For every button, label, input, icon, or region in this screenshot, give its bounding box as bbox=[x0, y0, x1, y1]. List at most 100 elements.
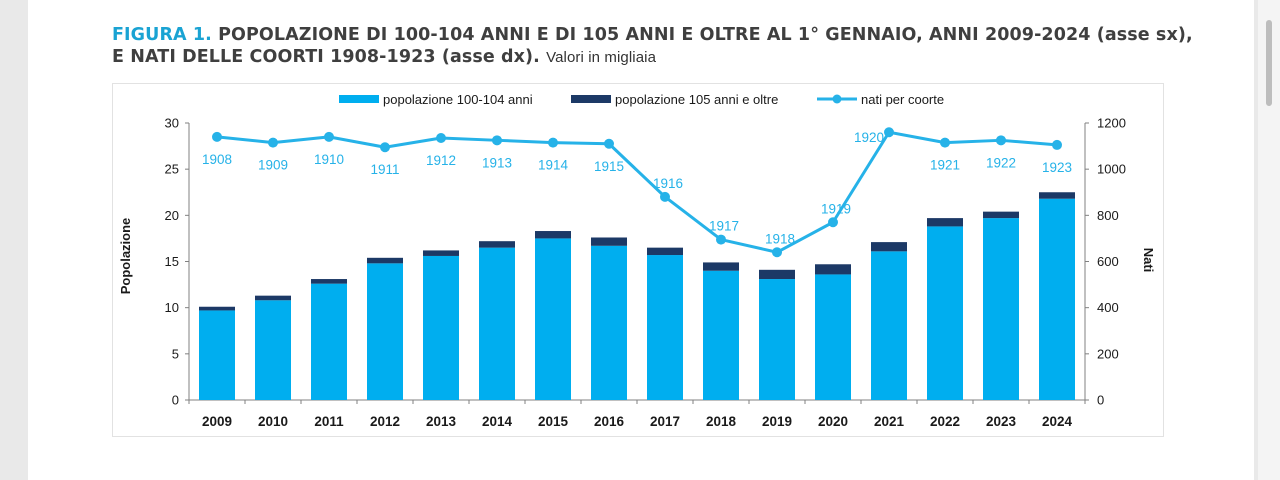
x-tick-label: 2014 bbox=[482, 414, 513, 429]
bar-pop-105-plus bbox=[815, 264, 851, 275]
legend-swatch-pop-105 bbox=[571, 95, 611, 103]
bar-pop-105-plus bbox=[479, 241, 515, 248]
nati-point-label: 1914 bbox=[538, 158, 569, 173]
y-tick-label: 15 bbox=[165, 254, 179, 269]
nati-point-label: 1915 bbox=[594, 159, 624, 174]
scrollbar-thumb[interactable] bbox=[1266, 20, 1272, 106]
nati-point-label: 1921 bbox=[930, 158, 960, 173]
bar-pop-100-104 bbox=[535, 238, 571, 400]
y-tick-label: 20 bbox=[165, 208, 179, 223]
nati-point-label: 1917 bbox=[709, 219, 739, 234]
nati-point bbox=[660, 191, 670, 202]
x-tick-label: 2023 bbox=[986, 414, 1017, 429]
bar-pop-105-plus bbox=[703, 262, 739, 271]
nati-point-label: 1911 bbox=[370, 162, 399, 177]
x-tick-label: 2015 bbox=[538, 414, 569, 429]
x-tick-label: 2019 bbox=[762, 414, 792, 429]
nati-point-label: 1920 bbox=[854, 130, 884, 145]
bar-pop-100-104 bbox=[423, 255, 459, 400]
nati-point bbox=[828, 217, 838, 228]
bar-pop-105-plus bbox=[311, 279, 347, 284]
nati-point-label: 1916 bbox=[653, 176, 683, 191]
nati-point bbox=[604, 138, 614, 149]
bar-pop-100-104 bbox=[1039, 198, 1075, 400]
y-tick-label: 10 bbox=[165, 300, 179, 315]
figure-note: Valori in migliaia bbox=[546, 49, 657, 66]
y2-tick-label: 800 bbox=[1097, 208, 1119, 223]
nati-point bbox=[212, 131, 222, 142]
x-tick-label: 2017 bbox=[650, 414, 680, 429]
y-ticks-right: 0 200 400 600 800 1000 1200 bbox=[1085, 116, 1126, 408]
legend-swatch-pop-100-104 bbox=[339, 95, 379, 103]
nati-point bbox=[772, 247, 782, 258]
bar-pop-105-plus bbox=[1039, 192, 1075, 199]
x-tick-label: 2009 bbox=[202, 414, 232, 429]
bar-pop-105-plus bbox=[423, 250, 459, 256]
bar-pop-100-104 bbox=[311, 283, 347, 400]
y2-tick-label: 200 bbox=[1097, 346, 1119, 361]
y-ticks-left: 0 5 10 15 20 25 30 bbox=[165, 116, 189, 408]
x-tick-label: 2016 bbox=[594, 414, 625, 429]
bar-pop-105-plus bbox=[255, 295, 291, 301]
bar-pop-100-104 bbox=[591, 245, 627, 400]
figure-caption: FIGURA 1. POPOLAZIONE DI 100-104 ANNI E … bbox=[112, 24, 1212, 69]
bar-pop-100-104 bbox=[479, 247, 515, 400]
y2-axis-label: Nati bbox=[1141, 248, 1156, 273]
y-tick-label: 30 bbox=[165, 116, 179, 131]
nati-point bbox=[268, 137, 278, 148]
x-tick-label: 2013 bbox=[426, 414, 457, 429]
nati-point bbox=[436, 133, 446, 144]
y-tick-label: 25 bbox=[165, 162, 179, 177]
legend: popolazione 100-104 anni popolazione 105… bbox=[339, 92, 944, 107]
nati-line-series: 1908 1909 1910 1911 1912 1913 1914 1915 1916 1917… bbox=[202, 127, 1072, 258]
nati-point-label: 1913 bbox=[482, 155, 512, 170]
y-tick-label: 5 bbox=[172, 346, 179, 361]
legend-label-pop-105: popolazione 105 anni e oltre bbox=[615, 92, 778, 107]
y2-tick-label: 1200 bbox=[1097, 116, 1126, 131]
bar-pop-100-104 bbox=[703, 270, 739, 400]
combo-chart: popolazione 100-104 anni popolazione 105… bbox=[118, 92, 1156, 429]
x-tick-label: 2012 bbox=[370, 414, 400, 429]
nati-point-label: 1910 bbox=[314, 152, 344, 167]
y2-tick-label: 0 bbox=[1097, 393, 1104, 408]
legend-label-nati: nati per coorte bbox=[861, 92, 944, 107]
y2-tick-label: 600 bbox=[1097, 254, 1119, 269]
bars bbox=[199, 192, 1075, 400]
nati-point-label: 1909 bbox=[258, 158, 288, 173]
bar-pop-105-plus bbox=[591, 237, 627, 246]
bar-pop-100-104 bbox=[871, 251, 907, 400]
x-tick-label: 2024 bbox=[1042, 414, 1073, 429]
x-tick-label: 2018 bbox=[706, 414, 737, 429]
nati-point-label: 1923 bbox=[1042, 160, 1072, 175]
nati-point bbox=[884, 127, 894, 138]
x-tick-label: 2010 bbox=[258, 414, 288, 429]
chart-container: popolazione 100-104 anni popolazione 105… bbox=[112, 83, 1164, 437]
bar-pop-100-104 bbox=[759, 279, 795, 400]
legend-label-pop-100-104: popolazione 100-104 anni bbox=[383, 92, 533, 107]
figure-title-line2: E NATI DELLE COORTI 1908-1923 (asse dx). bbox=[112, 47, 540, 67]
nati-point-label: 1912 bbox=[426, 153, 456, 168]
nati-point bbox=[324, 131, 334, 142]
nati-point bbox=[940, 137, 950, 148]
nati-point bbox=[716, 234, 726, 245]
bar-pop-100-104 bbox=[815, 274, 851, 400]
bar-pop-105-plus bbox=[983, 211, 1019, 219]
nati-point bbox=[548, 137, 558, 148]
scrollbar-track[interactable] bbox=[1258, 0, 1280, 480]
nati-point-label: 1922 bbox=[986, 155, 1016, 170]
nati-point bbox=[1052, 139, 1062, 150]
nati-point-label: 1908 bbox=[202, 152, 232, 167]
bar-pop-100-104 bbox=[647, 255, 683, 400]
x-tick-label: 2020 bbox=[818, 414, 848, 429]
nati-point-label: 1919 bbox=[821, 201, 851, 216]
x-tick-label: 2021 bbox=[874, 414, 905, 429]
bar-pop-100-104 bbox=[983, 218, 1019, 400]
bar-pop-100-104 bbox=[367, 263, 403, 400]
bar-pop-105-plus bbox=[367, 257, 403, 264]
nati-point bbox=[492, 135, 502, 146]
bar-pop-100-104 bbox=[927, 226, 963, 400]
nati-line bbox=[216, 130, 1058, 254]
bar-pop-105-plus bbox=[199, 306, 235, 311]
y2-tick-label: 400 bbox=[1097, 300, 1119, 315]
bar-pop-105-plus bbox=[927, 218, 963, 227]
